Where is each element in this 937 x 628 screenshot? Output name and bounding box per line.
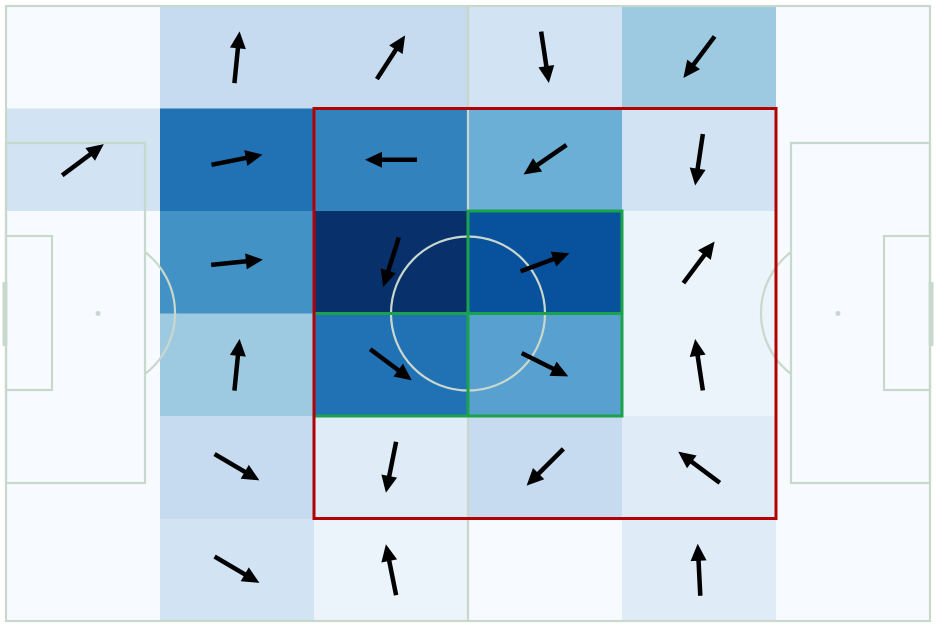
arrow-head — [380, 268, 396, 288]
red-highlight-box — [312, 107, 778, 520]
arrow-shaft — [534, 143, 568, 168]
arrow-head — [538, 64, 555, 83]
flow-arrow — [365, 151, 417, 168]
heatmap-cell — [468, 518, 623, 622]
arrow-head — [381, 544, 398, 563]
arrow-head — [389, 35, 406, 55]
flow-arrow — [519, 251, 570, 274]
arrow-shaft — [538, 31, 549, 69]
heatmap-cell — [776, 6, 931, 110]
flow-arrow — [368, 347, 412, 381]
right-penalty-arc — [759, 251, 792, 375]
heatmap-cell — [776, 211, 931, 315]
flow-arrow — [538, 31, 555, 83]
flow-arrow — [689, 133, 706, 186]
arrow-shaft — [386, 441, 399, 479]
arrow-shaft — [211, 155, 249, 168]
heatmap-cell — [6, 518, 161, 622]
arrow-head — [229, 31, 246, 50]
heatmap-cell — [776, 518, 931, 622]
arrow-head — [550, 251, 570, 267]
flow-arrow — [690, 543, 707, 596]
heatmap-cell — [776, 416, 931, 520]
arrow-shaft — [232, 46, 241, 84]
arrow-shaft — [213, 554, 248, 578]
arrow-head — [678, 451, 697, 469]
flow-arrow — [210, 253, 263, 270]
left-penalty-spot — [95, 311, 101, 316]
arrow-head — [240, 567, 260, 583]
right-penalty-spot — [835, 311, 841, 316]
flow-arrow — [380, 236, 401, 288]
arrow-head — [85, 144, 104, 161]
heatmap-cell — [6, 211, 161, 315]
flow-arrow — [681, 241, 715, 285]
arrow-head — [689, 339, 706, 358]
arrow-shaft — [520, 351, 556, 372]
arrow-head — [698, 241, 715, 260]
flow-arrow — [381, 544, 399, 596]
arrow-shaft — [695, 133, 706, 171]
arrow-head — [240, 464, 260, 481]
flow-arrow — [526, 447, 565, 486]
arrow-shaft — [519, 256, 557, 274]
arrow-shaft — [232, 353, 241, 391]
left-penalty-arc — [144, 251, 177, 375]
arrow-head — [526, 467, 545, 486]
flow-arrow — [211, 150, 263, 168]
arrow-shaft — [696, 558, 703, 596]
flow-arrow — [374, 35, 406, 81]
arrow-head — [549, 361, 569, 377]
flow-arrows — [60, 31, 722, 596]
arrow-shaft — [535, 447, 565, 477]
heatmap-cell — [6, 6, 161, 110]
arrow-head — [690, 543, 707, 562]
arrow-shaft — [374, 46, 399, 81]
flow-arrow — [381, 441, 399, 493]
arrow-shaft — [368, 347, 402, 374]
heatmap-cells — [6, 6, 931, 622]
arrow-head — [229, 338, 246, 357]
arrow-shaft — [688, 458, 722, 485]
arrow-head — [244, 150, 263, 166]
arrow-head — [381, 474, 398, 493]
arrow-shaft — [690, 35, 717, 68]
flow-arrow — [229, 31, 246, 84]
arrow-head — [683, 59, 700, 79]
arrow-shaft — [681, 252, 708, 285]
heatmap-cell — [6, 313, 161, 417]
arrow-shaft — [210, 258, 249, 268]
flow-arrow — [683, 35, 717, 79]
arrow-head — [393, 363, 412, 381]
arrow-shaft — [213, 452, 248, 475]
flow-arrow — [229, 338, 246, 391]
heatmap-cell — [776, 108, 931, 212]
arrow-shaft — [385, 236, 401, 274]
heatmap-cell — [776, 313, 931, 417]
flow-arrow — [523, 143, 568, 175]
flow-arrow — [60, 144, 104, 178]
flow-arrow — [213, 452, 260, 481]
green-highlight-cell — [466, 312, 624, 418]
flow-arrow — [520, 351, 569, 377]
arrow-shaft — [695, 353, 706, 391]
flow-arrow — [213, 554, 260, 583]
arrow-head — [245, 253, 263, 270]
arrow-head — [365, 151, 382, 168]
arrow-shaft — [386, 558, 399, 596]
arrow-head — [523, 158, 543, 175]
highlight-boxes — [312, 107, 778, 520]
arrow-shaft — [60, 151, 94, 178]
arrow-head — [689, 167, 706, 186]
flow-arrow — [678, 451, 722, 485]
heatmap-cell — [6, 416, 161, 520]
flow-arrow — [689, 339, 706, 391]
